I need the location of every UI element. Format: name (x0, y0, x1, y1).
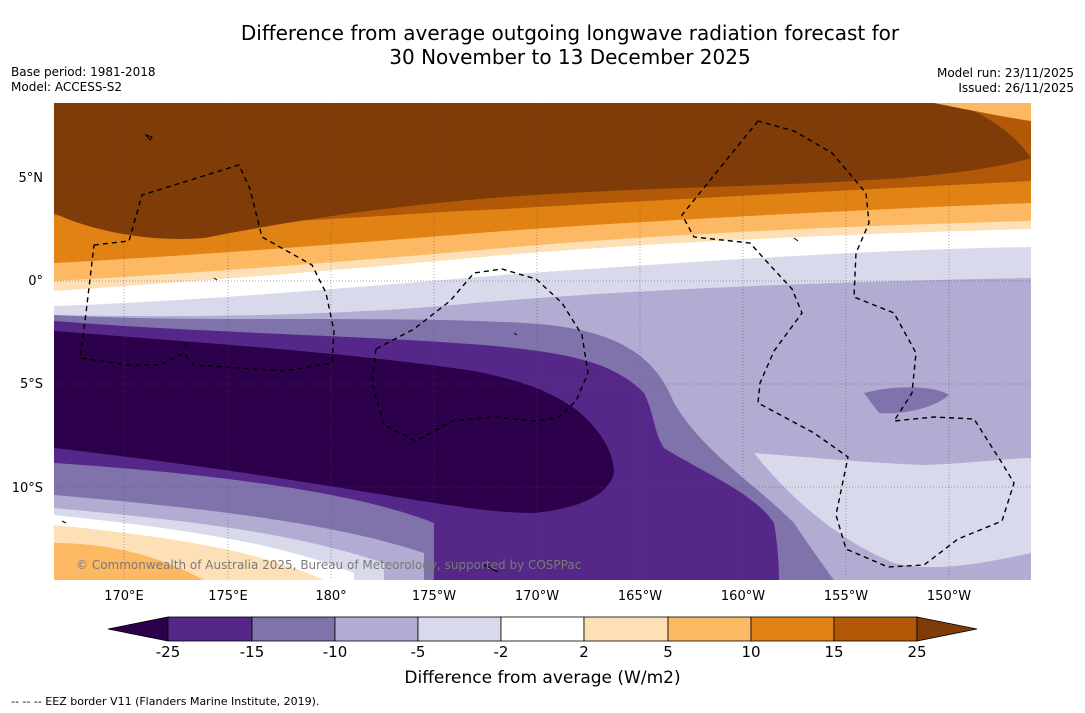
lat-label-10s: 10°S (11, 481, 43, 496)
colorbar-segment-4 (417, 616, 502, 642)
colorbar-tick-9: 15 (824, 643, 844, 661)
olr-anomaly-map (54, 103, 1031, 580)
lon-label-160w: 160°W (720, 589, 766, 604)
islands (61, 133, 799, 573)
eez-legend-note: -- -- -- EEZ border V11 (Flanders Marine… (11, 695, 320, 708)
meta-left: Base period: 1981-2018 Model: ACCESS-S2 (11, 65, 156, 95)
eez-borders (79, 120, 1015, 568)
colorbar-tick-2: -15 (239, 643, 265, 661)
title-line-2: 30 November to 13 December 2025 (389, 45, 751, 69)
lon-label-170e: 170°E (104, 589, 144, 604)
band-5-10-south (54, 543, 204, 580)
colorbar-extend-high (916, 616, 978, 642)
colorbar-segment-7 (667, 616, 752, 642)
band-minus-2-5 (54, 247, 1031, 317)
colorbar-segment-8 (750, 616, 835, 642)
map-canvas (54, 103, 1031, 580)
lon-label-175w: 175°W (411, 589, 457, 604)
colorbar-tick-8: 10 (741, 643, 761, 661)
colorbar-tick-4: -5 (410, 643, 426, 661)
lat-label-0: 0° (28, 274, 43, 289)
lon-label-180: 180° (315, 589, 347, 604)
issued-date: Issued: 26/11/2025 (958, 81, 1074, 95)
colorbar-tick-1: -25 (155, 643, 181, 661)
colorbar-segment-3 (334, 616, 419, 642)
copyright-notice: © Commonwealth of Australia 2025, Bureau… (76, 558, 582, 572)
colorbar-tick-5: -2 (493, 643, 509, 661)
band-neutral (54, 229, 1031, 308)
colorbar-segment-1 (167, 616, 253, 642)
colorbar-segment-6 (583, 616, 669, 642)
model-name: Model: ACCESS-S2 (11, 80, 123, 94)
title-line-1: Difference from average outgoing longwav… (240, 21, 900, 45)
map-title: Difference from average outgoing longwav… (0, 21, 1085, 69)
meta-right: Model run: 23/11/2025 Issued: 26/11/2025 (937, 66, 1074, 96)
lon-label-165w: 165°W (617, 589, 663, 604)
colorbar-segment-5 (500, 616, 585, 642)
lon-label-155w: 155°W (823, 589, 869, 604)
band-above-25 (54, 103, 1031, 239)
lon-label-170w: 170°W (514, 589, 560, 604)
lat-label-5s: 5°S (19, 377, 43, 392)
colorbar-segment-2 (251, 616, 336, 642)
colorbar-extend-low (107, 616, 169, 642)
colorbar-tick-6: 2 (579, 643, 589, 661)
band-5-10-northeast (934, 103, 1031, 121)
graticule (54, 103, 1031, 580)
colorbar-label: Difference from average (W/m2) (404, 668, 681, 688)
lat-label-5n: 5°N (18, 171, 44, 186)
band-minus-2-5-east (754, 453, 1031, 568)
colorbar-tick-3: -10 (322, 643, 348, 661)
colorbar-segment-9 (833, 616, 918, 642)
colorbar-tick-7: 5 (663, 643, 673, 661)
band-below-minus-25 (54, 331, 614, 513)
model-run: Model run: 23/11/2025 (936, 66, 1074, 80)
colorbar-tick-10: 25 (907, 643, 927, 661)
lon-label-175e: 175°E (208, 589, 248, 604)
base-period: Base period: 1981-2018 (11, 65, 156, 79)
lon-label-150w: 150°W (926, 589, 972, 604)
